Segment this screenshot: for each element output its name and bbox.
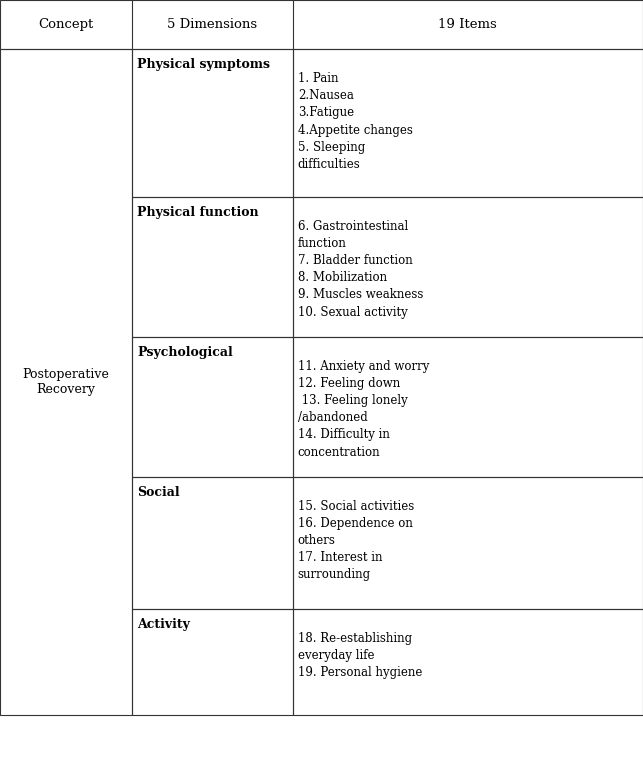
Bar — [132, 337, 293, 477]
Text: Postoperative
Recovery: Postoperative Recovery — [23, 369, 109, 396]
Text: Physical function: Physical function — [137, 206, 258, 219]
Text: Concept: Concept — [39, 18, 93, 31]
Bar — [0, 49, 132, 715]
Bar — [293, 49, 643, 197]
Bar — [0, 0, 643, 49]
Bar — [132, 477, 293, 609]
Bar — [293, 197, 643, 337]
Bar — [132, 49, 293, 197]
Text: Activity: Activity — [137, 618, 190, 631]
Text: 19 Items: 19 Items — [439, 18, 497, 31]
Text: 18. Re-establishing
everyday life
19. Personal hygiene: 18. Re-establishing everyday life 19. Pe… — [298, 632, 422, 680]
Bar — [293, 477, 643, 609]
Text: 5 Dimensions: 5 Dimensions — [167, 18, 257, 31]
Bar — [132, 609, 293, 715]
Text: 15. Social activities
16. Dependence on
others
17. Interest in
surrounding: 15. Social activities 16. Dependence on … — [298, 500, 414, 581]
Bar — [293, 337, 643, 477]
Text: 11. Anxiety and worry
12. Feeling down
 13. Feeling lonely
/abandoned
14. Diffic: 11. Anxiety and worry 12. Feeling down 1… — [298, 360, 429, 459]
Text: 1. Pain
2.Nausea
3.Fatigue
4.Appetite changes
5. Sleeping
difficulties: 1. Pain 2.Nausea 3.Fatigue 4.Appetite ch… — [298, 72, 413, 171]
Text: Social: Social — [137, 486, 179, 499]
Bar — [293, 609, 643, 715]
Text: Physical symptoms: Physical symptoms — [137, 58, 270, 71]
Bar — [132, 197, 293, 337]
Text: Psychological: Psychological — [137, 346, 233, 359]
Text: 6. Gastrointestinal
function
7. Bladder function
8. Mobilization
9. Muscles weak: 6. Gastrointestinal function 7. Bladder … — [298, 220, 423, 319]
